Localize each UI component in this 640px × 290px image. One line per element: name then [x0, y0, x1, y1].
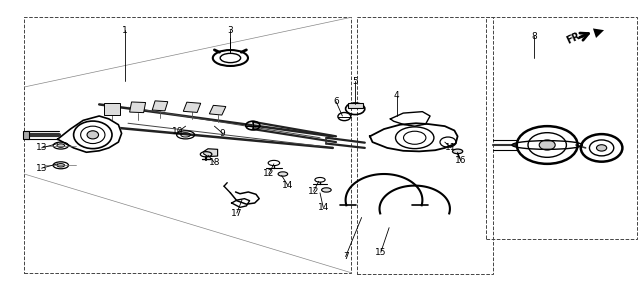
Polygon shape	[390, 112, 430, 126]
Polygon shape	[370, 123, 458, 151]
Bar	[486, 17, 637, 239]
Text: 10: 10	[172, 127, 184, 137]
Text: 7: 7	[343, 252, 348, 261]
Text: 12: 12	[263, 169, 275, 179]
Text: 13: 13	[36, 143, 47, 153]
Text: 1: 1	[122, 26, 127, 35]
Text: 14: 14	[317, 203, 329, 212]
Bar	[24, 17, 351, 273]
Text: 16: 16	[455, 156, 467, 166]
Bar	[209, 105, 226, 115]
Ellipse shape	[540, 140, 556, 150]
Text: 9: 9	[220, 129, 225, 138]
Text: 13: 13	[36, 164, 47, 173]
Bar	[23, 131, 29, 139]
Ellipse shape	[278, 172, 288, 176]
Ellipse shape	[57, 164, 65, 167]
Bar	[357, 17, 493, 274]
Text: 8: 8	[532, 32, 537, 41]
Text: 18: 18	[209, 158, 220, 167]
Text: 3: 3	[228, 26, 233, 35]
Bar	[104, 103, 120, 115]
Text: 5: 5	[353, 77, 358, 86]
Bar	[348, 103, 363, 108]
Ellipse shape	[321, 188, 332, 192]
Bar	[130, 102, 145, 113]
Text: 12: 12	[308, 187, 319, 196]
Ellipse shape	[596, 145, 607, 151]
Ellipse shape	[452, 149, 463, 154]
Bar	[183, 102, 201, 113]
Text: FR.: FR.	[565, 29, 586, 46]
Text: 11: 11	[445, 143, 457, 153]
Text: 4: 4	[394, 91, 399, 100]
Polygon shape	[204, 149, 218, 157]
Ellipse shape	[87, 131, 99, 139]
Bar	[152, 101, 168, 111]
Ellipse shape	[57, 144, 65, 147]
Text: 17: 17	[231, 209, 243, 218]
Text: 14: 14	[282, 181, 294, 190]
Polygon shape	[58, 116, 122, 152]
Text: 6: 6	[333, 97, 339, 106]
Text: 15: 15	[375, 248, 387, 257]
